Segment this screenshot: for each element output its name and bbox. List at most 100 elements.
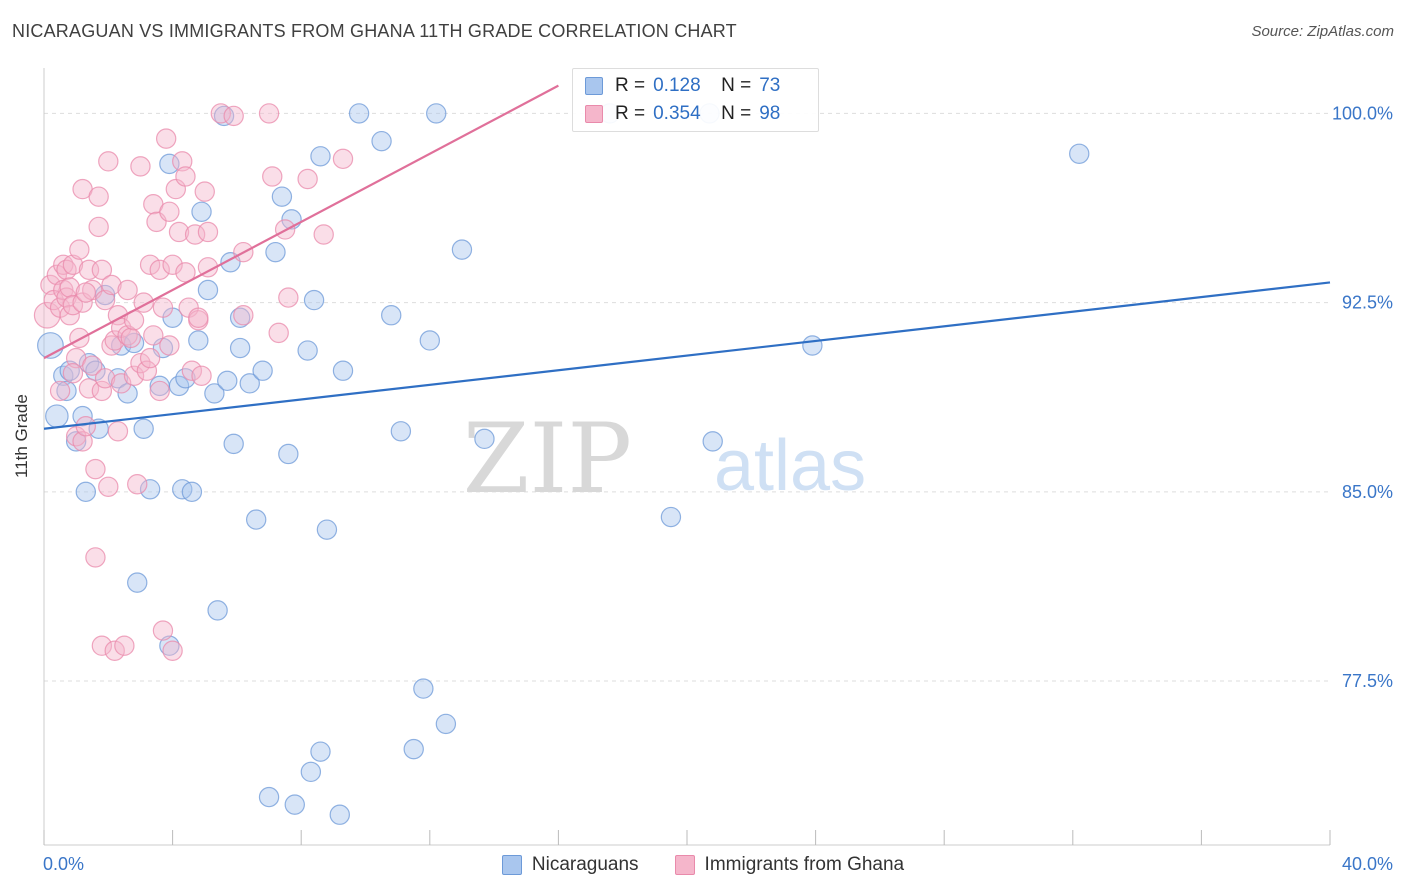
point-ghana (75, 416, 96, 437)
point-nicaraguans (419, 330, 440, 351)
point-nicaraguans (229, 337, 251, 359)
point-nicaraguans (300, 761, 322, 783)
point-nicaraguans (252, 360, 273, 381)
legend-swatch-blue (501, 855, 522, 875)
point-ghana (59, 277, 80, 298)
point-nicaraguans (329, 804, 350, 825)
point-ghana (162, 640, 183, 661)
point-nicaraguans (245, 509, 267, 530)
point-ghana (46, 264, 68, 286)
point-nicaraguans (413, 678, 434, 699)
point-nicaraguans (451, 239, 473, 260)
point-ghana (175, 262, 196, 283)
legend-swatch-pink (585, 105, 603, 123)
legend-r-label: R = (615, 103, 646, 124)
point-ghana (75, 282, 96, 303)
point-nicaraguans (660, 506, 682, 528)
point-nicaraguans (297, 340, 318, 361)
point-ghana (49, 380, 71, 402)
point-ghana (233, 305, 254, 326)
point-ghana (94, 289, 116, 311)
legend-n-value: 98 (759, 103, 781, 124)
legend-row-nicaraguans: R = 0.128 N = 73 (585, 73, 827, 99)
point-ghana (313, 224, 334, 245)
point-ghana (188, 307, 209, 328)
point-nicaraguans (265, 241, 286, 263)
point-ghana (332, 148, 354, 170)
point-ghana (107, 305, 129, 326)
point-ghana (159, 201, 180, 222)
point-nicaraguans (381, 305, 402, 326)
point-nicaraguans (403, 738, 424, 760)
point-nicaraguans (284, 794, 305, 815)
legend-item-ghana[interactable]: Immigrants from Ghana (674, 854, 905, 876)
point-nicaraguans (127, 572, 148, 593)
point-ghana (278, 287, 299, 308)
point-ghana (223, 105, 244, 127)
point-nicaraguans (474, 428, 495, 450)
point-ghana (262, 166, 283, 187)
point-ghana (91, 259, 113, 281)
y-tick-label: 85.0% (1342, 482, 1393, 502)
point-ghana (88, 216, 109, 238)
legend-n-label: N = (721, 103, 752, 124)
point-ghana (268, 322, 289, 344)
point-nicaraguans (802, 335, 823, 356)
point-ghana (149, 380, 170, 402)
point-ghana (62, 254, 84, 275)
point-ghana (114, 635, 135, 656)
point-nicaraguans (191, 201, 212, 222)
point-ghana (181, 360, 203, 381)
point-nicaraguans (223, 433, 244, 455)
point-ghana (98, 151, 119, 172)
point-nicaraguans (303, 289, 325, 311)
point-ghana (149, 259, 170, 281)
x-tick-label-max: 40.0% (1342, 854, 1393, 874)
legend-r-label: R = (615, 75, 646, 96)
point-nicaraguans (204, 383, 225, 404)
trend-lines (43, 84, 1331, 430)
point-ghana (162, 254, 183, 275)
point-nicaraguans (159, 153, 180, 175)
point-ghana (101, 274, 122, 296)
point-ghana (85, 547, 106, 568)
tick-labels: 77.5% 85.0% 92.5% 100.0% 0.0% 40.0% (43, 103, 1393, 874)
point-ghana (172, 151, 193, 172)
watermark-atlas: atlas (714, 426, 866, 506)
point-nicaraguans (1069, 143, 1090, 164)
point-nicaraguans (117, 383, 138, 404)
point-ghana (159, 335, 180, 356)
chart-title: NICARAGUAN VS IMMIGRANTS FROM GHANA 11TH… (12, 21, 737, 41)
point-ghana (152, 620, 174, 641)
axes (43, 68, 1331, 846)
point-ghana (191, 365, 212, 386)
point-nicaraguans (188, 330, 209, 351)
point-nicaraguans (371, 130, 392, 152)
legend-item-nicaraguans[interactable]: Nicaraguans (501, 854, 639, 876)
point-nicaraguans (239, 373, 260, 394)
grid-lines (44, 112, 1330, 682)
point-nicaraguans (181, 481, 203, 503)
point-nicaraguans (207, 600, 228, 621)
point-nicaraguans (316, 519, 338, 540)
y-tick-label: 100.0% (1332, 103, 1393, 123)
point-ghana (120, 327, 142, 349)
point-nicaraguans (390, 421, 412, 442)
legend-label-ghana: Immigrants from Ghana (704, 854, 905, 875)
point-ghana (98, 476, 119, 497)
point-nicaraguans (139, 479, 161, 500)
point-nicaraguans (45, 404, 69, 428)
legend-label-nicaraguans: Nicaraguans (531, 854, 639, 875)
point-ghana (104, 640, 125, 661)
point-ghana (117, 325, 138, 346)
source-credit: Source: ZipAtlas.com (1251, 23, 1394, 40)
point-nicaraguans (197, 279, 219, 301)
point-ghana (155, 128, 177, 149)
point-ghana (88, 186, 109, 207)
point-ghana (69, 239, 90, 260)
point-ghana (82, 355, 103, 376)
point-nicaraguans (426, 103, 447, 124)
series-legend: Nicaraguans Immigrants from Ghana (0, 852, 1406, 878)
legend-n-value: 73 (759, 75, 781, 96)
